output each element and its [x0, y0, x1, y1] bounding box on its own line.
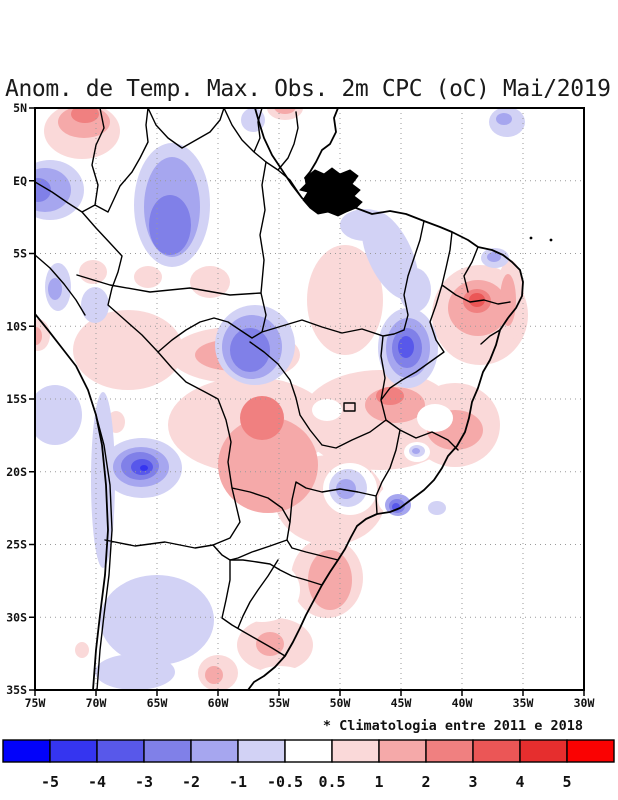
anomaly-region	[205, 666, 223, 684]
lat-tick-label: 10S	[6, 319, 27, 333]
anomaly-region	[469, 293, 485, 307]
figure-title: Anom. de Temp. Max. Obs. 2m CPC (oC) Mai…	[5, 76, 611, 102]
lon-tick-label: 40W	[452, 696, 473, 710]
lon-tick-label: 50W	[330, 696, 351, 710]
colorbar-tick-label: 1	[374, 773, 383, 791]
colorbar-segment	[331, 739, 380, 763]
colorbar-tick-label: -2	[182, 773, 200, 791]
colorbar-segment	[284, 739, 333, 763]
lat-tick-label: 35S	[6, 683, 27, 697]
colorbar-tick-label: -5	[41, 773, 59, 791]
colorbar-segment	[49, 739, 98, 763]
lat-tick-label: 30S	[6, 610, 27, 624]
anomaly-region	[412, 448, 420, 454]
lon-tick-label: 60W	[208, 696, 229, 710]
colorbar-segment	[237, 739, 286, 763]
anomaly-region	[428, 501, 446, 515]
anomaly-region	[496, 113, 512, 125]
colorbar-tick-label: -3	[135, 773, 153, 791]
anomaly-region	[417, 404, 453, 432]
anomaly-region	[308, 550, 352, 610]
lat-tick-label: 5N	[13, 101, 27, 115]
anomaly-region	[71, 108, 99, 123]
anomaly-region	[190, 266, 230, 298]
colorbar-tick-label: 2	[421, 773, 430, 791]
anomaly-region	[218, 417, 318, 513]
pacific-coastline	[35, 313, 109, 690]
anomaly-region	[100, 575, 214, 665]
colorbar-segment	[566, 739, 615, 763]
colorbar-segment	[143, 739, 192, 763]
anomaly-region	[274, 108, 296, 114]
lon-tick-label: 70W	[86, 696, 107, 710]
anomaly-region	[149, 195, 191, 255]
lat-tick-label: 5S	[13, 247, 27, 261]
lat-tick-label: 15S	[6, 392, 27, 406]
amazon-delta	[299, 167, 363, 217]
anomaly-region	[336, 479, 356, 499]
anomaly-region	[81, 287, 109, 323]
colorbar-tick-label: 4	[515, 773, 524, 791]
anomaly-region	[240, 396, 284, 440]
anomaly-region	[134, 266, 162, 288]
colorbar-tick-label: -0.5	[267, 773, 303, 791]
anomaly-region	[35, 327, 42, 345]
borders-layer	[35, 108, 553, 690]
anomaly-region	[73, 310, 183, 390]
colorbar-segment	[190, 739, 239, 763]
anomaly-region	[35, 178, 51, 202]
colorbar: -5 -4 -3 -2 -1 -0.5 0.5 1 2 3 4 5	[2, 739, 615, 791]
anomaly-region	[254, 666, 306, 690]
lon-tick-label: 55W	[269, 696, 290, 710]
colorbar-segment	[519, 739, 568, 763]
anomaly-region	[35, 385, 82, 445]
colorbar-tick-label: 5	[562, 773, 571, 791]
lon-tick-label: 65W	[147, 696, 168, 710]
atlantic-coastline	[247, 207, 524, 690]
anomaly-region	[75, 642, 89, 658]
colorbar-segment	[472, 739, 521, 763]
anomaly-region	[487, 252, 501, 262]
anomaly-region	[312, 399, 342, 421]
lon-tick-label: 35W	[513, 696, 534, 710]
anomaly-region	[398, 336, 414, 358]
colorbar-segment	[378, 739, 427, 763]
country-borders	[35, 108, 303, 690]
colorbar-segment	[425, 739, 474, 763]
anomaly-region	[256, 632, 284, 656]
lon-tick-label: 75W	[25, 696, 46, 710]
anomaly-region	[140, 465, 148, 471]
colorbar-tick-label: -1	[229, 773, 247, 791]
anomaly-region	[224, 558, 300, 622]
gridline-layer	[35, 108, 584, 690]
anomaly-region	[340, 209, 390, 241]
colorbar-segment	[96, 739, 145, 763]
colorbar-tick-label: -4	[88, 773, 106, 791]
anomaly-region	[230, 328, 270, 372]
anomaly-region	[95, 654, 175, 690]
anomaly-region	[91, 392, 115, 568]
lat-tick-label: 20S	[6, 465, 27, 479]
colorbar-tick-label: 0.5	[318, 773, 345, 791]
anomaly-region	[376, 387, 404, 405]
climatology-note: * Climatologia entre 2011 e 2018	[323, 718, 583, 734]
anomaly-region	[48, 278, 62, 300]
offshore-islands	[529, 236, 553, 242]
lat-tick-label: EQ	[13, 174, 27, 188]
lon-tick-label: 30W	[574, 696, 595, 710]
lon-tick-label: 45W	[391, 696, 412, 710]
anomaly-region	[399, 268, 431, 312]
colorbar-tick-label: 3	[468, 773, 477, 791]
colorbar-segment	[2, 739, 51, 763]
state-borders	[76, 161, 511, 586]
anomaly-region	[35, 168, 71, 212]
lat-tick-label: 25S	[6, 538, 27, 552]
anomaly-shading-layer	[35, 108, 528, 690]
